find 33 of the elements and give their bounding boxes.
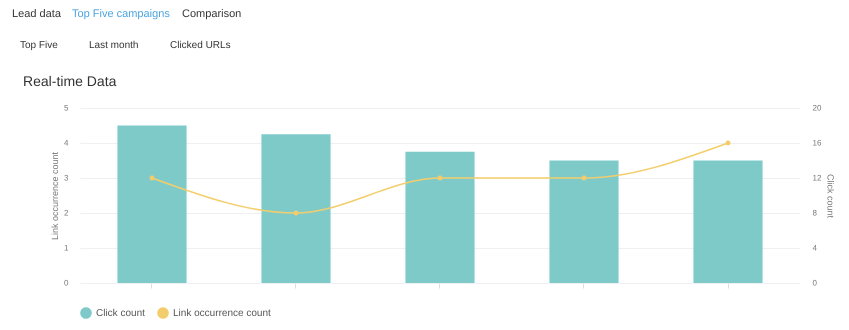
point <box>150 176 154 180</box>
chart-title: Real-time Data <box>23 73 117 89</box>
y2-axis-title: Click count <box>825 174 836 219</box>
text: Comparison <box>182 8 242 20</box>
y-tick-label: 3 <box>64 174 70 182</box>
legend-label: Link occurrence count <box>173 308 272 319</box>
y-tick-label: 5 <box>64 104 70 112</box>
legend-label: Click count <box>96 308 146 319</box>
text: Lead data <box>12 8 62 20</box>
text: Clicked URLs <box>170 40 231 51</box>
text: Top Five <box>20 40 58 51</box>
y2-tick-label: 4 <box>812 244 818 252</box>
bar <box>117 126 187 283</box>
bar <box>261 134 331 283</box>
point <box>438 176 442 180</box>
y-axis-title: Link occurrence count <box>50 151 60 240</box>
y2-tick-label: 8 <box>812 208 818 218</box>
y2-tick-label: 16 <box>812 138 822 148</box>
y2-tick-label: 20 <box>812 104 822 112</box>
bar <box>405 152 475 283</box>
bar <box>693 160 763 283</box>
point <box>582 176 586 180</box>
point <box>726 140 730 146</box>
y-tick-label: 4 <box>64 138 70 148</box>
point <box>294 210 298 216</box>
y-tick-label: 1 <box>64 244 70 252</box>
text: Top Five campaigns <box>72 8 170 20</box>
y2-tick-label: 0 <box>812 278 818 288</box>
y2-tick-label: 12 <box>812 174 822 182</box>
y-tick-label: 0 <box>64 278 70 288</box>
bar <box>549 160 619 283</box>
y-tick-label: 2 <box>64 208 70 218</box>
text: Last month <box>89 40 138 51</box>
